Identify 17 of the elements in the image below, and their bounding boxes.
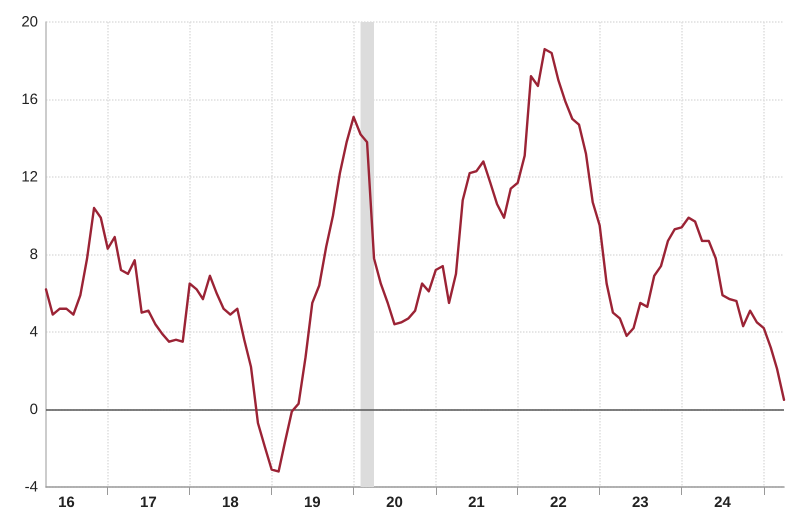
- y-tick-label: 4: [30, 324, 38, 340]
- x-tick-label: 23: [632, 494, 649, 511]
- y-tick-label: 16: [21, 91, 38, 108]
- x-tick-label: 22: [550, 494, 567, 511]
- x-tick-label: 18: [222, 494, 239, 511]
- x-tick-label: 21: [468, 494, 485, 511]
- x-tick-label: 16: [58, 494, 75, 511]
- y-tick-label: 8: [30, 246, 38, 263]
- x-tick-label: 24: [714, 494, 732, 511]
- line-series: [44, 48, 786, 473]
- y-tick-label: 20: [21, 14, 38, 30]
- x-tick-label: 17: [140, 494, 157, 511]
- x-tick-label: 19: [304, 494, 321, 511]
- y-tick-label: -4: [24, 478, 38, 496]
- y-tick-label: 0: [30, 401, 38, 418]
- y-tick-label: 12: [21, 168, 38, 186]
- x-tick-label: 20: [386, 494, 403, 511]
